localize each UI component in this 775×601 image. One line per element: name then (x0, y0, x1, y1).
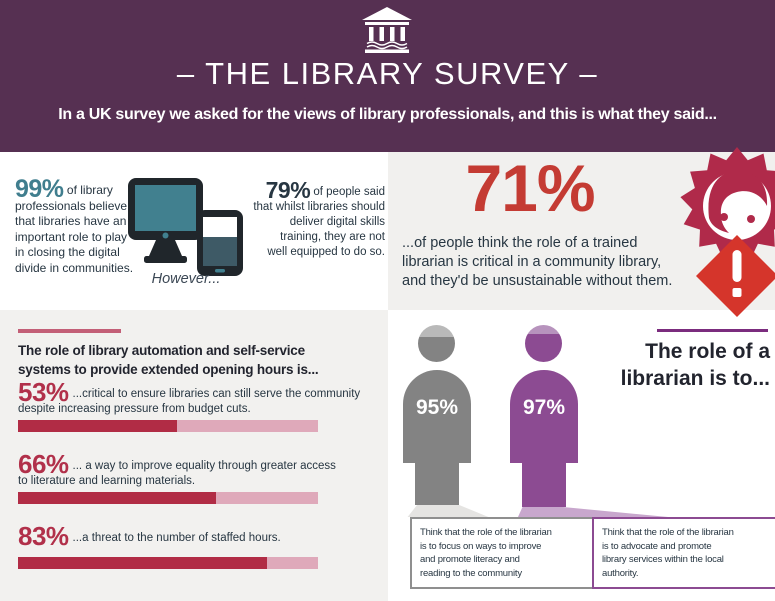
stat-line: ... a way to improve equality through gr… (72, 460, 336, 472)
person-torso (510, 370, 578, 463)
stat-line: ...critical to ensure libraries can stil… (72, 388, 361, 400)
stat-79-line: of people said (313, 186, 385, 198)
stat-79-line: training, they are not (280, 231, 385, 243)
stat-71-line: ...of people think the role of a trained (402, 235, 638, 251)
callout-line: library services within the local (602, 554, 724, 565)
heading-line: The role of a (645, 340, 770, 363)
stat-99-line: in closing the digital (15, 245, 120, 259)
stat-99-line: professionals believe (15, 198, 128, 213)
person-torso (403, 370, 471, 463)
panel-automation (0, 310, 388, 601)
stat-99-line: that libraries have an (15, 214, 127, 228)
role-callout-97: Think that the role of the librarian is … (592, 517, 775, 589)
stat-value: 53% (18, 377, 69, 407)
callout-line: Think that the role of the librarian (420, 527, 552, 538)
computer-tablet-icon (128, 178, 243, 276)
stat-79-line: that whilst libraries should (253, 201, 385, 213)
role-callout-95: Think that the role of the librarian is … (410, 517, 596, 589)
person-legs (415, 463, 459, 505)
automation-stat-3: 83% ...a threat to the number of staffed … (18, 523, 281, 549)
heading-line: The role of library automation and self-… (18, 343, 305, 358)
progress-fill (18, 557, 267, 569)
stat-99-line: divide in communities. (15, 260, 134, 275)
stat-79-line: well equipped to do so. (267, 246, 385, 258)
page-subtitle: In a UK survey we asked for the views of… (58, 106, 717, 123)
stat-99-block: 99% of library professionals believe tha… (15, 177, 134, 276)
page-title: – THE LIBRARY SURVEY – (176, 56, 599, 91)
person-legs (522, 463, 566, 507)
person-head (525, 325, 562, 362)
stat-line: ...a threat to the number of staffed hou… (72, 532, 281, 544)
heading-line: librarian is to... (620, 367, 770, 390)
role-heading: The role of a librarian is to... (575, 338, 770, 392)
progress-bar-53 (18, 420, 318, 432)
stat-79-value: 79% (265, 177, 311, 203)
automation-heading: The role of library automation and self-… (18, 341, 319, 379)
section-divider (657, 329, 768, 332)
stat-99-line: of library (66, 183, 113, 197)
automation-stat-2: 66%... a way to improve equality through… (18, 451, 336, 489)
pictogram-person-95: 95% (403, 325, 471, 507)
however-caption: However... (151, 271, 221, 287)
stat-71-line: and they'd be unsustainable without them… (402, 273, 673, 289)
automation-stat-1: 53% ...critical to ensure libraries can s… (18, 379, 361, 417)
progress-fill (18, 420, 177, 432)
progress-fill (18, 492, 216, 504)
library-building-icon (362, 7, 412, 53)
person-head (418, 325, 455, 362)
librarian-alert-badge-icon (680, 147, 775, 317)
connector-purple (518, 507, 668, 517)
callout-line: reading to the community (420, 567, 522, 579)
stat-value: 66% (18, 449, 69, 479)
stat-71-text: ...of people think the role of a trained… (402, 234, 672, 291)
progress-bar-83 (18, 557, 318, 569)
stat-value: 83% (18, 521, 69, 551)
callout-line: Think that the role of the librarian (602, 527, 734, 538)
figure-percent-label: 97% (522, 396, 566, 419)
stat-71-value: 71% (465, 151, 595, 225)
heading-line: systems to provide extended opening hour… (18, 362, 319, 377)
callout-line: is to advocate and promote (602, 540, 712, 552)
section-divider (18, 329, 121, 333)
callout-line: and promote literacy and (420, 554, 520, 565)
stat-99-value: 99% (15, 175, 64, 203)
pictogram-person-97: 97% (510, 325, 578, 507)
stat-99-line: important role to play (15, 229, 128, 244)
stat-line: despite increasing pressure from budget … (18, 403, 251, 415)
stat-79-block: 79% of people said that whilst libraries… (225, 179, 385, 260)
stat-line: to literature and learning materials. (18, 475, 196, 487)
progress-bar-66 (18, 492, 318, 504)
figure-percent-label: 95% (415, 396, 459, 419)
stat-71-line: librarian is critical in a community lib… (402, 254, 662, 270)
header-banner: – THE LIBRARY SURVEY – In a UK survey we… (0, 0, 775, 152)
stat-79-line: deliver digital skills (289, 216, 385, 228)
callout-line: is to focus on ways to improve (420, 540, 542, 552)
callout-line: authority. (602, 567, 639, 579)
